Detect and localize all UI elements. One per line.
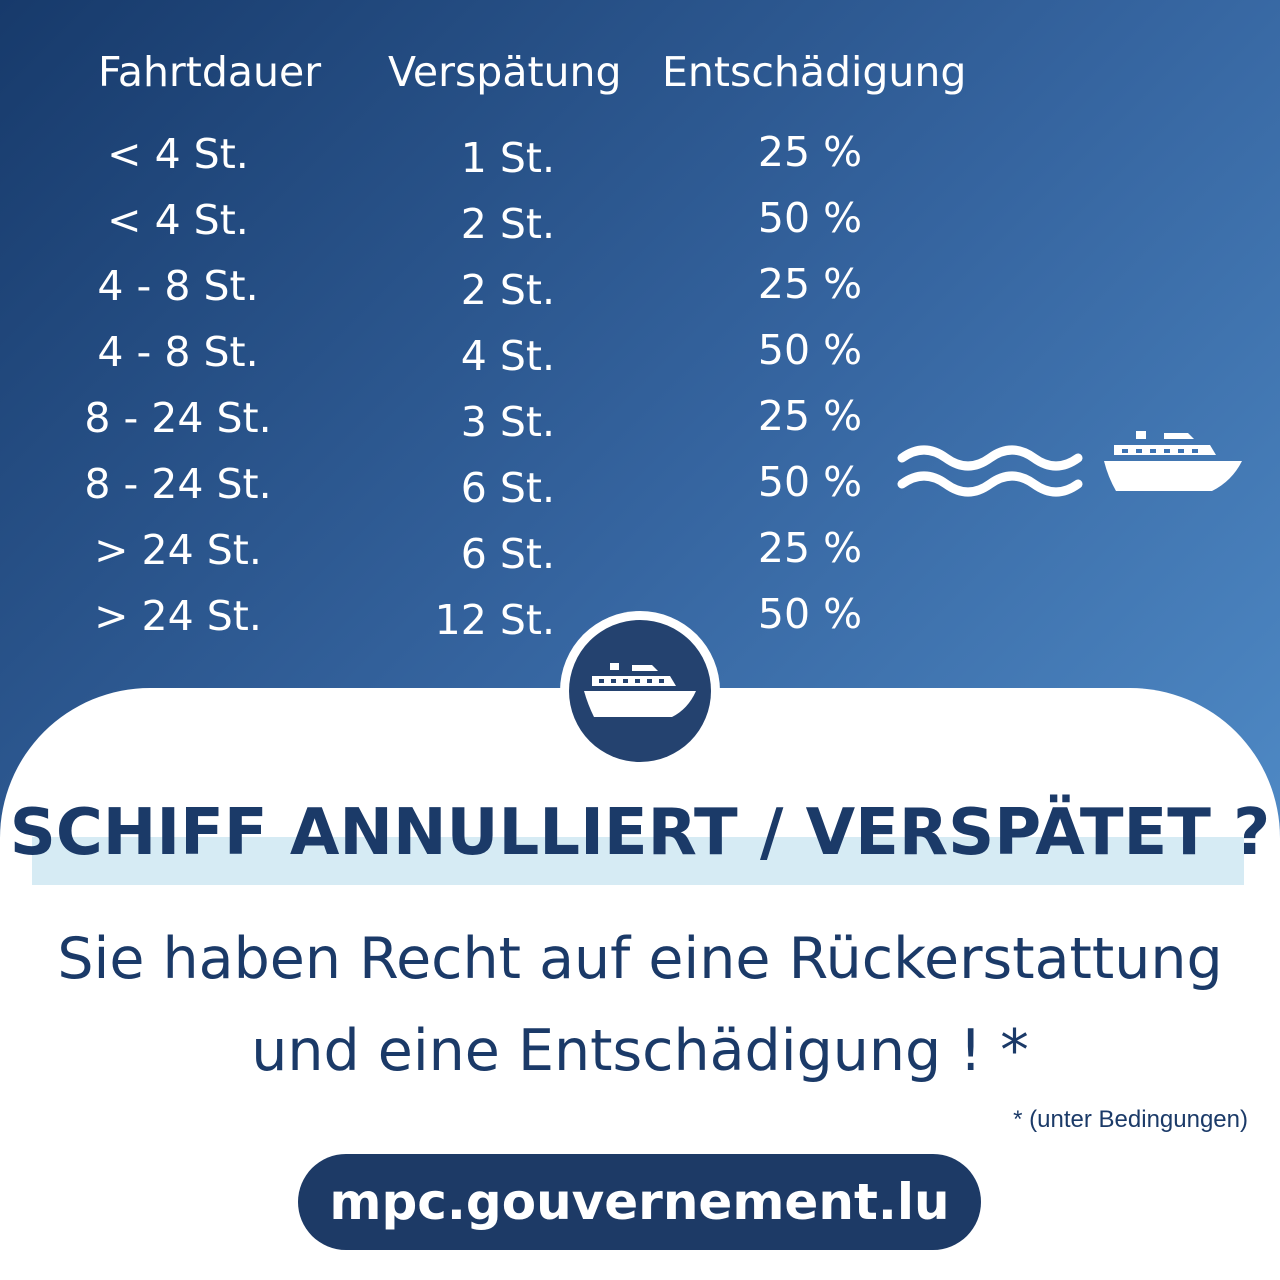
website-url[interactable]: mpc.gouvernement.lu [329,1173,950,1231]
cell-delay: 12 St. [434,596,555,644]
header-compensation: Entschädigung [662,48,967,96]
headline: SCHIFF ANNULLIERT / VERSPÄTET ? [9,796,1271,870]
cell-duration: < 4 St. [107,130,249,178]
cell-delay: 2 St. [460,266,555,314]
waves-icon [896,440,1086,504]
cell-compensation: 25 % [757,260,863,308]
cell-duration: 8 - 24 St. [84,394,272,442]
cell-compensation: 25 % [757,524,863,572]
cell-compensation: 25 % [757,128,863,176]
headline-highlight [32,837,1244,885]
cell-duration: 4 - 8 St. [97,262,259,310]
cell-duration: 4 - 8 St. [97,328,259,376]
cell-duration: > 24 St. [94,526,262,574]
cell-compensation: 50 % [757,458,863,506]
cell-delay: 4 St. [460,332,555,380]
header-travel-duration: Fahrtdauer [98,48,322,96]
cell-compensation: 25 % [757,392,863,440]
cell-duration: 8 - 24 St. [84,460,272,508]
compensation-table: Fahrtdauer Verspätung Entschädigung < 4 … [0,0,1280,700]
cruise-ship-icon [584,663,696,717]
subtitle-line-1: Sie haben Recht auf eine Rückerstattung [57,926,1223,992]
website-link[interactable]: mpc.gouvernement.lu [298,1154,981,1250]
cell-delay: 2 St. [460,200,555,248]
ship-badge [560,611,720,771]
cruise-ship-icon [1100,425,1245,501]
cell-delay: 3 St. [460,398,555,446]
cell-delay: 6 St. [460,530,555,578]
header-delay: Verspätung [388,48,622,96]
cell-compensation: 50 % [757,590,863,638]
cell-compensation: 50 % [757,326,863,374]
cell-duration: < 4 St. [107,196,249,244]
cell-delay: 6 St. [460,464,555,512]
ship-badge-circle [569,620,711,762]
cell-delay: 1 St. [460,134,555,182]
subtitle-line-2: und eine Entschädigung ! * [251,1018,1029,1084]
cell-duration: > 24 St. [94,592,262,640]
cell-compensation: 50 % [757,194,863,242]
footnote: * (unter Bedingungen) [1013,1106,1248,1133]
